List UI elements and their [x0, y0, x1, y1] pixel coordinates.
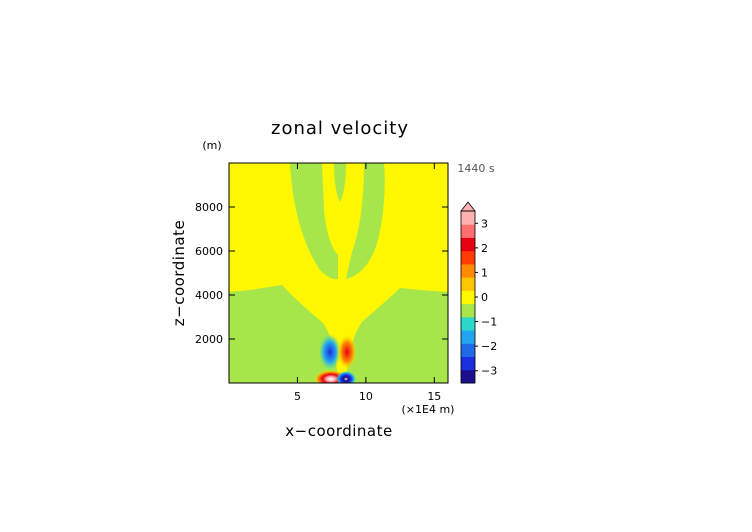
colorbar-band: [461, 316, 475, 331]
lower-negative-cell: [336, 371, 356, 383]
colorbar-tick-label: 3: [481, 217, 488, 230]
upper-negative-cell: [319, 334, 341, 370]
inner-green-right: [346, 163, 385, 279]
colorbar-band: [461, 303, 475, 318]
colorbar-band: [461, 250, 475, 265]
x-tick-label: 5: [294, 390, 301, 403]
axes: 5 10 15 2000 4000 6000 8000: [195, 162, 449, 403]
y-tick-label: 4000: [195, 289, 223, 302]
colorbar-band: [461, 277, 475, 291]
x-axis-title: x−coordinate: [285, 422, 392, 440]
colorbar-band: [461, 211, 475, 225]
colorbar-band: [461, 343, 475, 358]
inner-green-left: [290, 163, 338, 280]
colorbar-tick-label: −2: [481, 340, 497, 353]
inner-green-center: [334, 163, 346, 202]
x-tick-label: 10: [359, 390, 373, 403]
colorbar-band: [461, 330, 475, 344]
y-tick-label: 2000: [195, 333, 223, 346]
colorbar-band: [461, 356, 475, 371]
colorbar-tick-label: −3: [481, 365, 497, 378]
colorbar-band: [461, 224, 475, 238]
y-tick-label: 6000: [195, 245, 223, 258]
colorbar-tick-label: −1: [481, 316, 497, 329]
chart-title: zonal velocity: [271, 118, 409, 139]
colorbar-band: [461, 290, 475, 305]
colorbar-band: [461, 237, 475, 252]
colorbar-band: [461, 263, 475, 278]
upper-positive-cell: [337, 334, 357, 370]
positive-region: [229, 163, 448, 383]
colorbar-tick-label: 0: [481, 291, 488, 304]
y-tick-label: 8000: [195, 201, 223, 214]
colorbar-band: [461, 369, 475, 384]
colorbar: 3 2 1 0 −1 −2 −3: [460, 201, 497, 384]
plot-area: [229, 163, 448, 383]
colorbar-tick-label: 1: [481, 266, 488, 279]
x-scale-label: (×1E4 m): [402, 403, 455, 416]
colorbar-tick-label: 2: [481, 242, 488, 255]
x-tick-label: 15: [427, 390, 441, 403]
y-unit-label: (m): [202, 139, 221, 152]
plot-frame: [228, 162, 449, 384]
y-axis-title: z−coordinate: [170, 220, 188, 326]
colorbar-extend-arrow: [460, 201, 476, 212]
time-label: 1440 s: [457, 162, 494, 175]
